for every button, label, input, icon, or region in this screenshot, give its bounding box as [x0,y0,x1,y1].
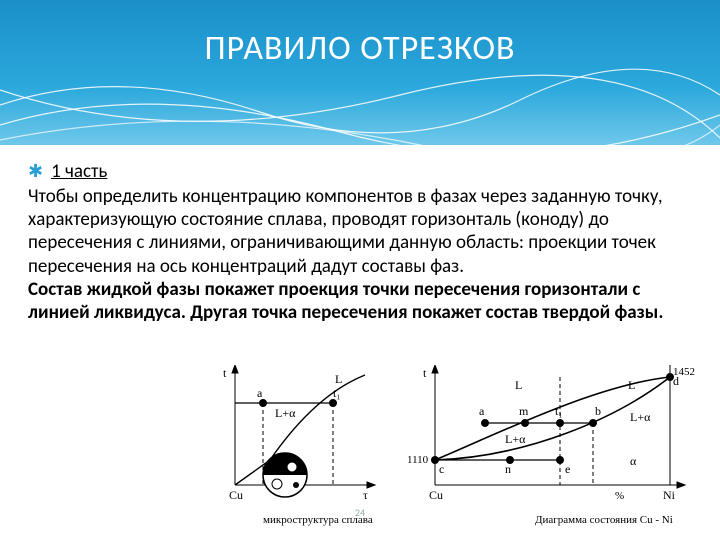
svg-text:α: α [630,454,637,468]
svg-text:1110: 1110 [407,454,429,466]
svg-text:%: % [615,490,624,502]
part-label: 1 часть [51,160,107,183]
bullet-icon: ✱ [28,160,43,182]
slide-title: ПРАВИЛО ОТРЕЗКОВ [0,28,720,69]
svg-text:L+α: L+α [630,410,651,424]
svg-text:a: a [257,386,263,400]
svg-text:a: a [479,404,485,418]
svg-text:Ni: Ni [663,488,676,502]
header-waves [0,0,720,150]
svg-text:L: L [515,378,522,392]
page-number: 24 [0,506,720,519]
svg-text:1452: 1452 [673,366,695,378]
slide-header: ПРАВИЛО ОТРЕЗКОВ [0,0,720,145]
svg-text:L+α: L+α [505,432,526,446]
svg-text:c: c [439,462,444,476]
svg-text:L: L [335,372,342,386]
svg-text:Cu: Cu [429,488,443,502]
content-area: ✱ 1 часть Чтобы определить концентрацию … [28,160,692,324]
svg-text:Cu: Cu [229,488,243,502]
body-text: Чтобы определить концентрацию компоненто… [28,185,692,324]
svg-text:t₁: t₁ [333,386,341,400]
svg-text:t: t [423,366,427,380]
svg-text:L: L [628,378,635,392]
svg-text:τ: τ [363,488,368,502]
svg-text:m: m [519,404,529,418]
svg-text:L+α: L+α [275,406,296,420]
svg-text:b: b [595,404,601,418]
svg-text:t: t [223,366,227,380]
svg-text:n: n [505,462,511,476]
part-heading-row: ✱ 1 часть [28,160,692,183]
svg-text:t₁: t₁ [555,404,563,418]
svg-text:e: e [565,462,570,476]
